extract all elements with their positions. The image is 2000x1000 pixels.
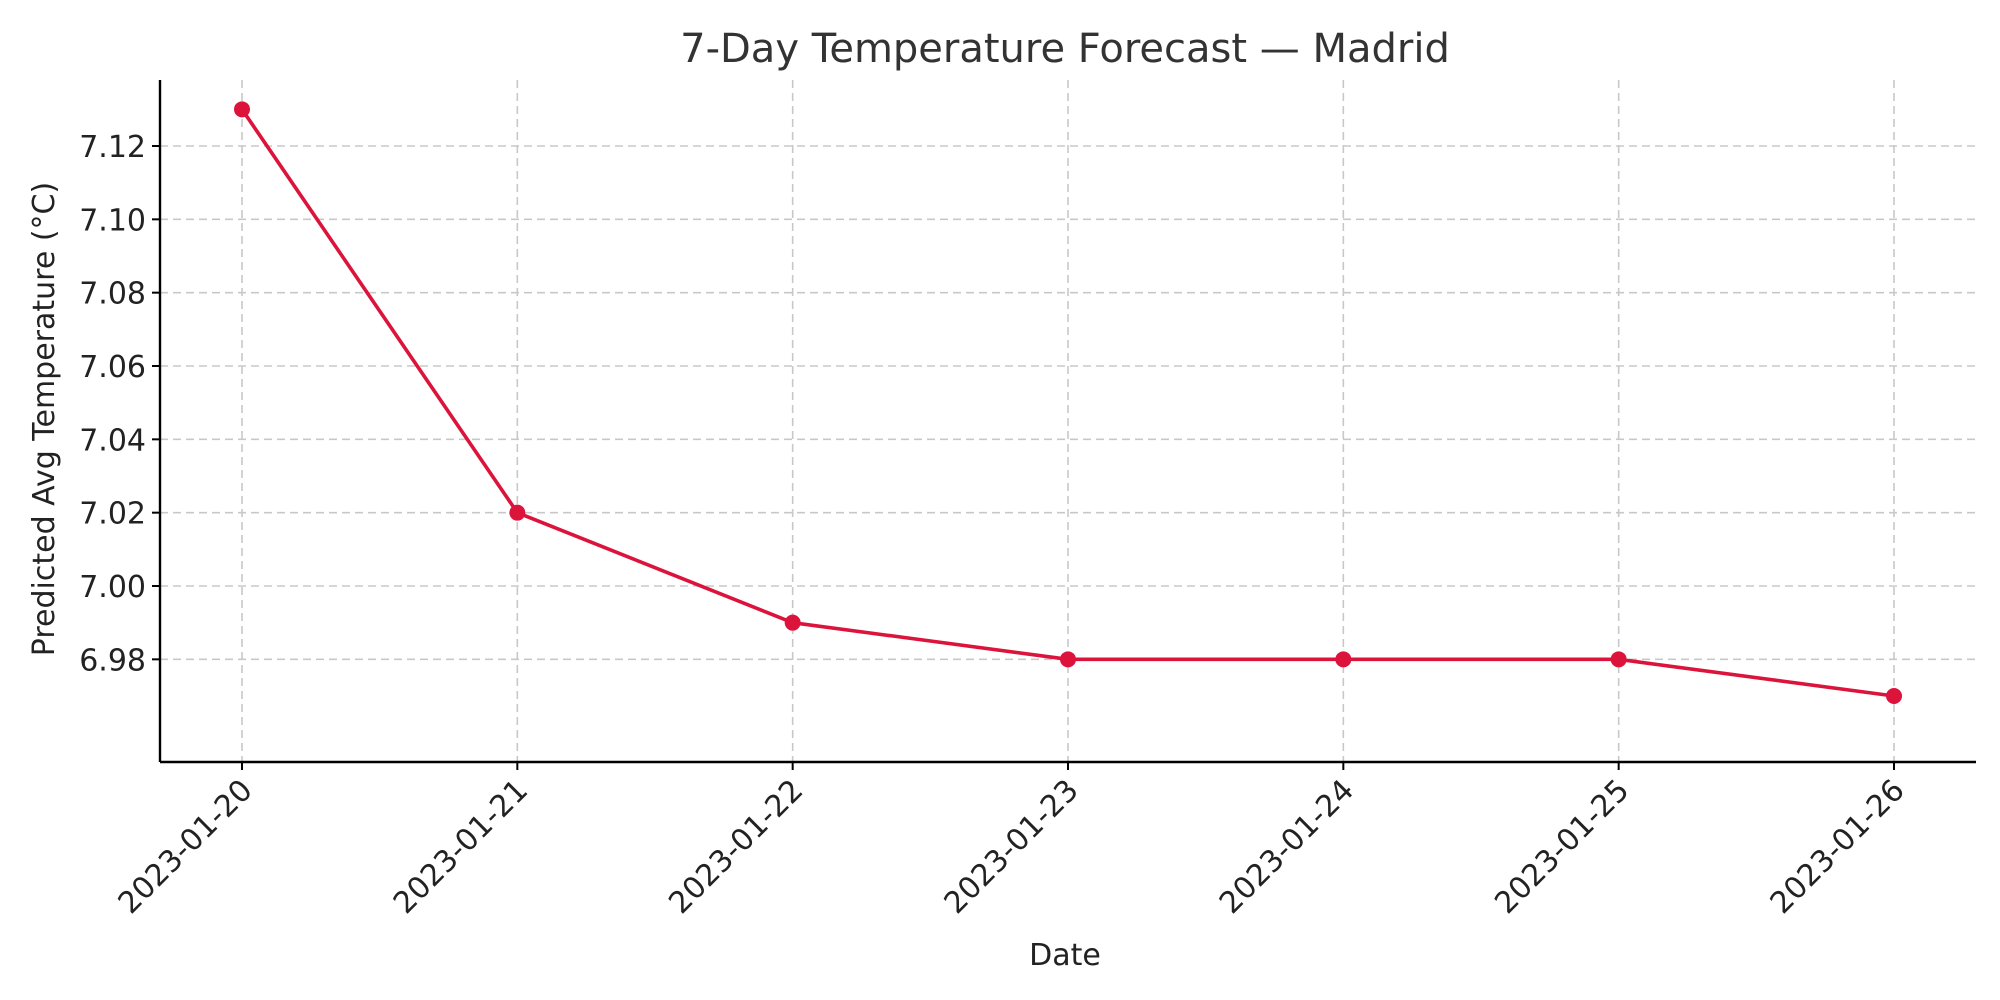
data-point	[784, 614, 801, 631]
y-tick-label: 7.02	[79, 497, 146, 532]
x-tick-label: 2023-01-23	[938, 773, 1086, 921]
y-tick-label: 7.08	[79, 277, 146, 312]
y-axis-ticks: 6.98 7.00 7.02 7.04 7.06 7.08 7.10 7.12	[79, 130, 160, 678]
x-axis-ticks: 2023-01-20 2023-01-21 2023-01-22 2023-01-23…	[112, 762, 1912, 921]
y-tick-label: 7.12	[79, 130, 146, 165]
series-layer	[234, 101, 1902, 704]
data-point	[1060, 651, 1076, 668]
data-point	[1610, 651, 1627, 668]
x-tick-label: 2023-01-25	[1488, 773, 1636, 921]
y-tick-label: 6.98	[79, 643, 146, 678]
x-tick-label: 2023-01-20	[112, 773, 260, 921]
y-tick-label: 7.00	[79, 570, 146, 605]
data-point	[1886, 688, 1902, 704]
data-point	[509, 504, 526, 521]
x-tick-label: 2023-01-24	[1213, 773, 1361, 921]
x-tick-label: 2023-01-22	[662, 773, 810, 921]
chart-title: 7-Day Temperature Forecast — Madrid	[680, 26, 1450, 72]
y-axis-label: Predicted Avg Temperature (°C)	[27, 182, 62, 656]
x-axis-label: Date	[1029, 938, 1101, 973]
data-point	[1335, 651, 1352, 668]
x-tick-label: 2023-01-26	[1764, 773, 1912, 921]
grid-lines	[160, 80, 1976, 762]
data-point	[234, 101, 250, 118]
y-tick-label: 7.04	[79, 423, 146, 458]
x-tick-label: 2023-01-21	[387, 773, 535, 921]
y-tick-label: 7.06	[79, 350, 146, 385]
y-tick-label: 7.10	[79, 203, 146, 238]
